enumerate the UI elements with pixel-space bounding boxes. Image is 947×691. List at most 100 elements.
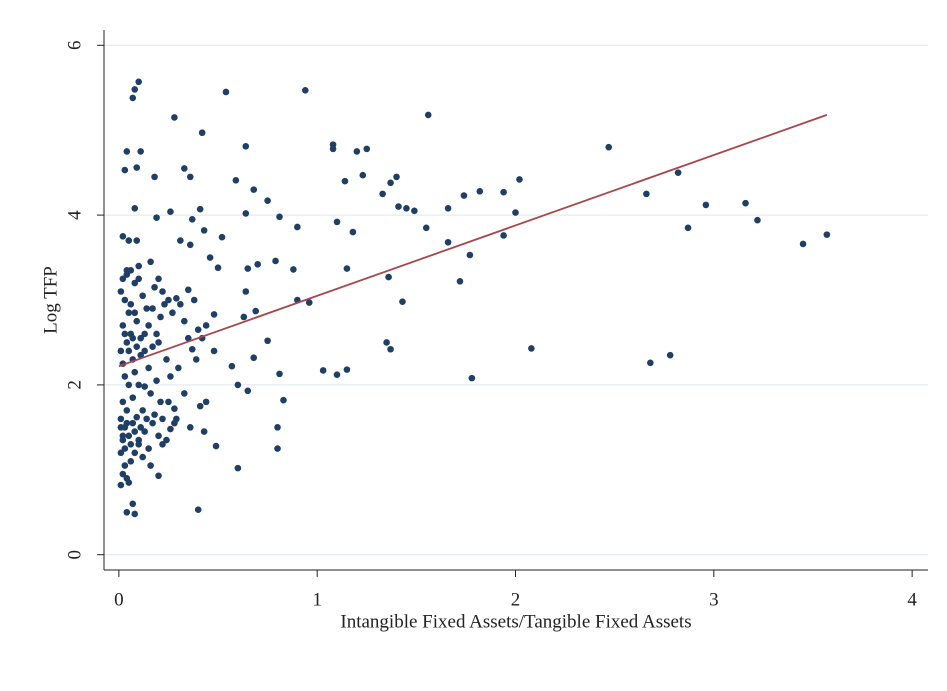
point — [272, 257, 279, 265]
point — [159, 415, 166, 423]
point — [684, 224, 692, 232]
point — [119, 398, 127, 406]
point — [131, 279, 139, 287]
point — [181, 317, 188, 325]
point — [167, 208, 174, 215]
point — [210, 311, 218, 318]
point — [202, 322, 210, 329]
point — [359, 171, 367, 179]
point — [149, 419, 156, 427]
point — [147, 390, 154, 397]
point — [117, 415, 125, 423]
point — [274, 424, 281, 431]
point — [117, 288, 125, 295]
point — [125, 237, 133, 244]
point — [133, 237, 141, 244]
point — [145, 364, 152, 372]
point — [456, 278, 464, 285]
point — [363, 145, 371, 153]
x-tick-label: 1 — [312, 589, 322, 610]
point — [250, 186, 258, 193]
point — [175, 364, 182, 372]
point — [528, 345, 535, 352]
point — [143, 305, 150, 312]
point — [403, 205, 410, 212]
point — [500, 232, 507, 239]
point — [119, 233, 127, 240]
point — [214, 264, 222, 272]
point — [137, 424, 144, 431]
point — [135, 441, 143, 448]
point — [123, 148, 131, 155]
point — [119, 470, 127, 478]
point — [145, 445, 152, 452]
point — [198, 129, 206, 137]
point — [242, 210, 250, 217]
point — [280, 396, 287, 404]
y-tick-label: 6 — [64, 41, 85, 51]
point — [222, 88, 230, 96]
point — [200, 428, 208, 435]
point — [159, 441, 166, 448]
point — [343, 366, 351, 373]
point — [141, 347, 148, 355]
point — [353, 148, 361, 155]
point — [387, 345, 394, 353]
point — [135, 275, 143, 283]
point — [186, 241, 194, 249]
point — [121, 166, 129, 174]
point — [290, 266, 297, 273]
point — [184, 334, 192, 342]
point — [139, 407, 146, 414]
point — [135, 262, 143, 270]
point — [129, 394, 137, 401]
point — [196, 205, 204, 213]
point — [244, 265, 252, 272]
point — [117, 481, 125, 489]
point — [173, 295, 180, 302]
point — [395, 203, 402, 210]
point — [161, 300, 168, 308]
point — [301, 86, 309, 94]
point — [121, 462, 129, 469]
point — [127, 458, 135, 465]
point — [117, 424, 125, 431]
point — [131, 449, 139, 457]
point — [137, 148, 144, 155]
fit-line — [118, 114, 828, 368]
point — [188, 345, 196, 353]
point — [129, 419, 137, 427]
point — [117, 449, 125, 457]
point — [192, 356, 200, 363]
point — [186, 424, 194, 431]
point — [157, 313, 164, 321]
point — [121, 330, 129, 338]
y-axis-label: Log TFP — [40, 266, 61, 334]
point — [171, 114, 178, 121]
point — [194, 506, 202, 514]
point — [169, 309, 176, 317]
point — [329, 145, 337, 153]
point — [188, 216, 196, 223]
point — [139, 292, 146, 300]
point — [125, 381, 133, 389]
point — [137, 334, 144, 342]
point — [196, 402, 204, 410]
point — [131, 309, 139, 317]
x-tick-label: 2 — [511, 589, 521, 610]
point — [143, 415, 150, 423]
point — [151, 411, 158, 418]
point — [393, 173, 400, 181]
point — [127, 300, 135, 308]
point — [167, 373, 174, 380]
point — [117, 347, 125, 355]
point — [186, 173, 194, 181]
point — [155, 339, 162, 346]
point — [131, 86, 139, 93]
point — [123, 407, 131, 414]
point — [500, 188, 507, 196]
point — [123, 419, 131, 427]
point — [422, 224, 430, 232]
point — [125, 347, 133, 355]
point — [121, 373, 129, 380]
